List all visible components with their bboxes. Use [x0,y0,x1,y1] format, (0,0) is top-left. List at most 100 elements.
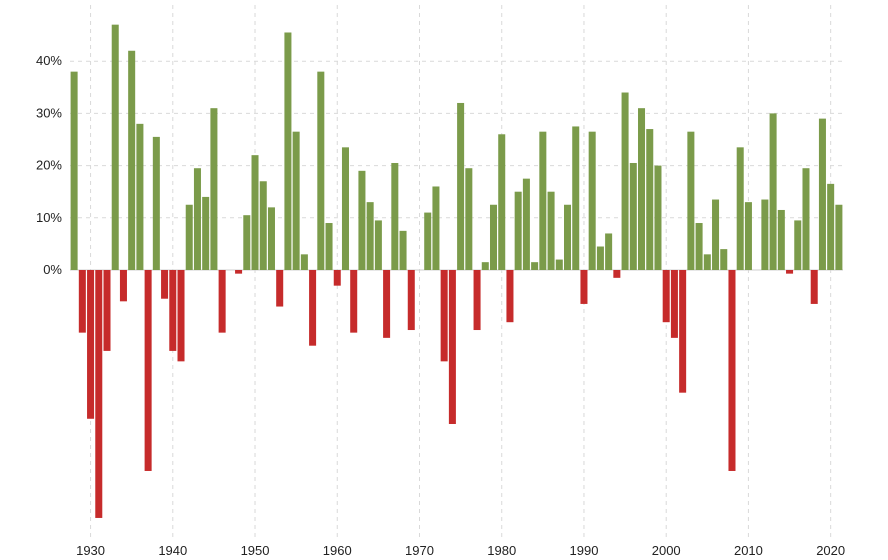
bar-negative [506,270,514,323]
x-tick-label: 1970 [405,543,434,558]
bar-negative [333,270,341,286]
bar-positive [777,209,785,270]
bar-positive [621,92,629,271]
bar-positive [251,155,259,270]
bar-positive [465,168,473,270]
x-tick-label: 1990 [570,543,599,558]
y-axis-tick-labels: 0% 10% 20% 30% 40% [36,53,62,277]
bar-positive [374,220,382,270]
bar-positive [522,178,530,270]
bar-positive [744,202,752,270]
bar-positive [712,199,720,270]
bar-negative [810,270,818,304]
bar-positive [695,223,703,270]
x-tick-label: 1950 [241,543,270,558]
bar-negative [383,270,391,338]
bar-positive [210,108,218,271]
bar-positive [111,24,119,270]
bar-positive [736,147,744,270]
bar-negative [679,270,687,393]
x-tick-label: 1930 [76,543,105,558]
bar-negative [407,270,415,331]
bar-positive [284,32,292,270]
bar-positive [547,191,555,270]
bar-positive [432,186,440,270]
bar-positive [629,162,637,270]
bar-negative [169,270,177,351]
bar-positive [267,207,275,270]
bar-positive [259,181,267,270]
bar-negative [448,270,456,424]
x-tick-label: 1940 [158,543,187,558]
bar-layer [70,24,843,518]
bar-positive [605,233,613,270]
bar-positive [424,212,432,270]
bar-positive [185,204,193,270]
bar-positive [70,71,78,270]
bar-positive [531,262,539,270]
bar-negative [440,270,448,362]
bar-negative [78,270,86,333]
bar-positive [341,147,349,270]
bar-positive [193,168,201,270]
bar-negative [728,270,736,471]
bar-negative [309,270,317,346]
y-tick-label: 0% [43,262,62,277]
bar-negative [580,270,588,304]
x-tick-label: 2020 [816,543,845,558]
bar-positive [202,196,210,270]
bar-positive [588,131,596,270]
bar-positive [358,170,366,270]
bar-positive [399,230,407,270]
bar-positive [703,254,711,270]
bar-positive [646,129,654,270]
bar-positive [794,220,802,270]
x-tick-label: 2010 [734,543,763,558]
bar-negative [119,270,127,302]
bar-positive [300,254,308,270]
bar-positive [802,168,810,270]
bar-positive [827,183,835,270]
bar-positive [481,262,489,270]
bar-negative [177,270,185,362]
bar-positive [720,249,728,270]
bar-positive [572,126,580,270]
bar-negative [103,270,111,351]
bar-positive [317,71,325,270]
bar-positive [835,204,843,270]
bar-positive [761,199,769,270]
bar-negative [161,270,169,299]
x-tick-label: 1980 [487,543,516,558]
bar-positive [769,113,777,271]
bar-negative [276,270,284,307]
x-tick-label: 1960 [323,543,352,558]
bar-positive [152,136,160,270]
bar-positive [325,223,333,270]
bar-positive [128,50,136,271]
y-tick-label: 30% [36,105,62,120]
bar-negative [670,270,678,338]
bar-positive [136,123,144,270]
bar-positive [596,246,604,270]
bar-negative [87,270,95,419]
bar-positive [564,204,572,270]
bar-positive [391,162,399,270]
bar-negative [144,270,152,471]
bar-positive [514,191,522,270]
bar-positive [243,215,251,270]
bar-positive [687,131,695,270]
x-tick-label: 2000 [652,543,681,558]
bar-positive [555,259,563,270]
bar-positive [489,204,498,270]
grid-layer [70,5,843,540]
bar-negative [662,270,670,323]
y-tick-label: 20% [36,158,62,173]
bar-positive [457,102,465,271]
y-tick-label: 40% [36,53,62,68]
bar-positive [292,131,300,270]
bar-positive [638,108,646,271]
bar-negative [218,270,226,333]
bar-positive [818,118,826,271]
bar-negative [473,270,481,331]
